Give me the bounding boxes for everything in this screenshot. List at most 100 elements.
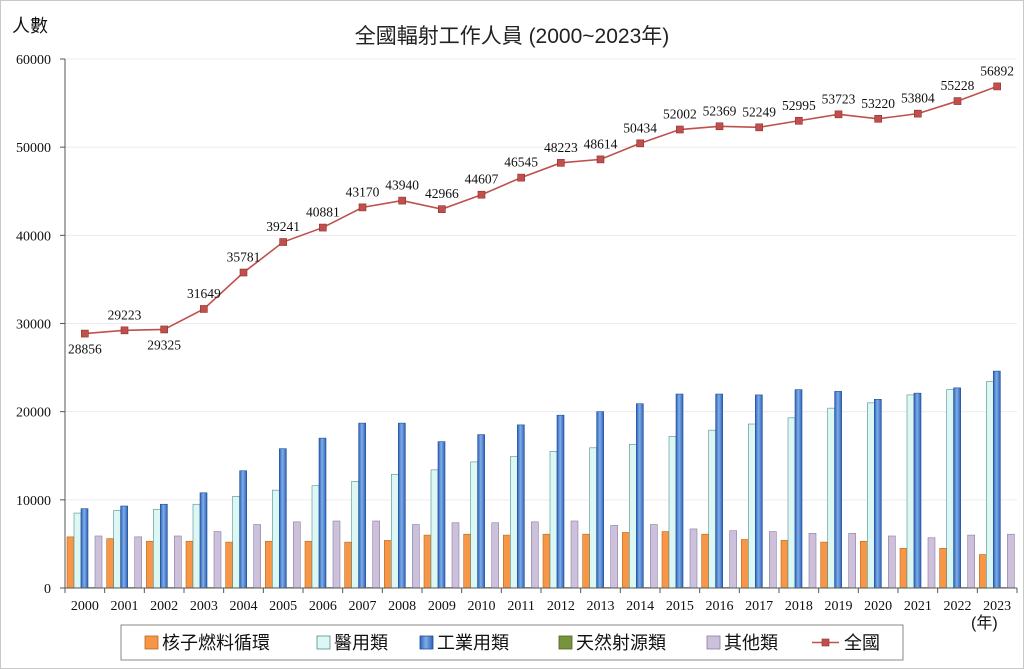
legend-item-other: 其他類: [706, 633, 778, 653]
bar-nuclear-fuel-cycle-2023: [979, 554, 987, 589]
data-label-2013: 48614: [584, 136, 618, 151]
bar-industrial-2018: [794, 389, 803, 589]
bar-other-2011: [531, 521, 539, 589]
bar-nuclear-fuel-cycle-2020: [860, 540, 868, 589]
bar-other-2004: [253, 524, 261, 589]
bar-medical-2014: [629, 443, 637, 589]
legend-swatch-natural-source: [558, 635, 573, 650]
x-tick-label-2013: 2013: [587, 599, 615, 614]
bar-industrial-2019: [834, 391, 842, 589]
legend-item-national-total: 全國: [812, 633, 880, 653]
x-tick-label-2017: 2017: [745, 599, 773, 614]
y-tick-label-20000: 20000: [16, 406, 51, 421]
bar-industrial-2012: [556, 414, 565, 589]
legend: 核子燃料循環 醫用類 工業用類 天然射源類 其他類 全國: [120, 624, 904, 661]
bar-nuclear-fuel-cycle-2012: [542, 533, 551, 589]
x-tick-label-2010: 2010: [468, 599, 496, 614]
bar-medical-2015: [668, 436, 677, 589]
line-point-2010: [477, 190, 486, 199]
bar-industrial-2005: [279, 448, 287, 589]
line-point-2012: [557, 159, 565, 167]
line-point-2014: [636, 139, 644, 148]
line-national-total: [84, 85, 998, 335]
data-label-2005: 39241: [266, 219, 300, 234]
bar-nuclear-fuel-cycle-2022: [939, 548, 947, 589]
bar-other-2001: [134, 536, 142, 589]
bar-medical-2004: [232, 496, 240, 589]
bar-industrial-2021: [913, 392, 922, 589]
data-label-2017: 52249: [742, 104, 776, 119]
legend-marker-national-total: [821, 638, 830, 647]
bar-nuclear-fuel-cycle-2006: [304, 540, 313, 589]
line-point-2016: [715, 122, 724, 131]
bar-medical-2012: [549, 451, 558, 589]
legend-label-national-total: 全國: [844, 633, 880, 653]
y-tick-label-40000: 40000: [16, 229, 51, 244]
bar-medical-2013: [589, 447, 597, 589]
line-point-2004: [239, 268, 248, 277]
legend-label-industrial: 工業用類: [437, 633, 509, 653]
x-tick-label-2018: 2018: [785, 599, 813, 614]
line-point-2008: [398, 196, 406, 205]
data-label-2009: 42966: [425, 186, 459, 201]
bar-nuclear-fuel-cycle-2004: [225, 541, 233, 589]
bar-medical-2019: [827, 407, 835, 589]
legend-item-medical: 醫用類: [316, 633, 388, 653]
bar-medical-2016: [708, 429, 716, 589]
bar-medical-2006: [311, 485, 320, 589]
data-label-2001: 29223: [108, 307, 142, 322]
data-label-2006: 40881: [306, 205, 340, 220]
x-tick-label-2008: 2008: [388, 599, 416, 614]
axes: 0 10000 20000 30000 40000 50000 60000 2000 2001 2…: [16, 53, 1018, 614]
bar-nuclear-fuel-cycle-2008: [384, 540, 392, 589]
bar-industrial-2008: [398, 422, 406, 589]
bar-industrial-2000: [80, 508, 89, 589]
x-tick-label-2023: 2023: [983, 599, 1011, 614]
data-label-2002: 29325: [147, 337, 181, 352]
x-tick-label-2009: 2009: [428, 599, 456, 614]
bar-other-2021: [927, 537, 936, 589]
bar-nuclear-fuel-cycle-2005: [265, 540, 273, 589]
bar-nuclear-fuel-cycle-2016: [701, 533, 709, 589]
x-tick-label-2005: 2005: [269, 599, 297, 614]
line-point-2023: [993, 82, 1001, 91]
y-tick-label-50000: 50000: [16, 141, 51, 156]
bar-medical-2017: [748, 423, 756, 589]
bar-medical-2020: [867, 402, 875, 589]
line-point-2007: [358, 203, 367, 212]
y-tick-label-30000: 30000: [16, 318, 51, 333]
line-point-2017: [755, 123, 763, 132]
bar-industrial-2022: [953, 387, 961, 589]
x-tick-label-2014: 2014: [626, 599, 654, 614]
data-label-2015: 52002: [663, 107, 697, 122]
y-tick-label-60000: 60000: [16, 53, 51, 68]
data-label-2018: 52995: [782, 98, 816, 113]
bar-other-2020: [888, 535, 896, 589]
line-point-2006: [319, 223, 327, 232]
data-label-2004: 35781: [227, 250, 261, 265]
legend-label-natural-source: 天然射源類: [576, 633, 666, 653]
bar-industrial-2002: [160, 503, 168, 589]
line-point-2020: [874, 114, 882, 123]
bar-nuclear-fuel-cycle-2015: [661, 531, 670, 589]
x-tick-label-2002: 2002: [150, 599, 178, 614]
bar-other-2009: [451, 522, 460, 589]
bar-medical-2007: [351, 481, 359, 589]
line-point-2002: [160, 325, 168, 334]
line-point-2013: [596, 155, 605, 164]
legend-label-other: 其他類: [724, 633, 778, 653]
bar-industrial-2016: [715, 393, 723, 589]
data-label-2000: 28856: [68, 342, 102, 357]
bar-medical-2010: [470, 461, 478, 589]
bar-industrial-2001: [120, 505, 128, 589]
line-point-2003: [200, 305, 208, 313]
data-label-2016: 52369: [703, 103, 737, 118]
bar-other-2013: [610, 525, 618, 589]
data-label-2011: 46545: [504, 155, 538, 170]
x-tick-label-2001: 2001: [111, 599, 139, 614]
bar-medical-2000: [73, 512, 82, 589]
bar-nuclear-fuel-cycle-2003: [185, 540, 194, 589]
bar-nuclear-fuel-cycle-2021: [899, 548, 908, 589]
bar-other-2019: [848, 533, 856, 589]
